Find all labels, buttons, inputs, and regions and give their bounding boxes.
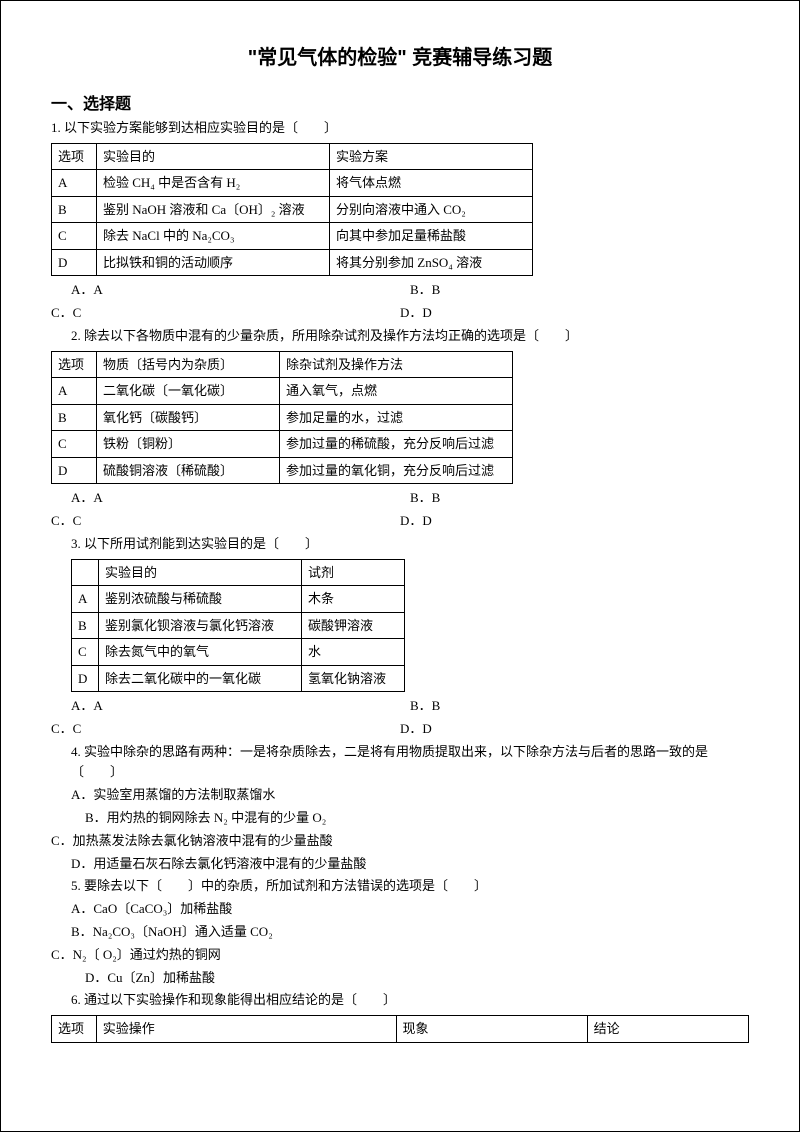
q6-table: 选项 实验操作 现象 结论 — [51, 1015, 749, 1043]
table-row: 实验目的试剂 — [72, 559, 405, 586]
page-title: "常见气体的检验" 竞赛辅导练习题 — [51, 41, 749, 70]
table-row: C铁粉〔铜粉〕参加过量的稀硫酸，充分反响后过滤 — [52, 431, 513, 458]
option-c: C．C — [51, 511, 400, 532]
q1-options-2: C．C D．D — [51, 303, 749, 324]
q3-options: A．A B．B — [51, 696, 749, 717]
option-a: A．A — [51, 280, 410, 301]
q5-stem: 5. 要除去以下〔 〕中的杂质，所加试剂和方法错误的选项是〔 〕 — [51, 876, 749, 897]
option-c: C．加热蒸发法除去氯化钠溶液中混有的少量盐酸 — [51, 831, 749, 852]
option-b: B．Na₂CO₃〔NaOH〕通入适量 CO₂ — [51, 922, 749, 943]
q1-table: 选项实验目的实验方案 A检验 CH₄ 中是否含有 H₂将气体点燃 B鉴别 NaO… — [51, 143, 533, 277]
option-b: B．用灼热的铜网除去 N₂ 中混有的少量 O₂ — [51, 808, 749, 829]
q3-stem: 3. 以下所用试剂能到达实验目的是〔 〕 — [51, 534, 749, 555]
q2-options: A．A B．B — [51, 488, 749, 509]
table-row: B鉴别氯化钡溶液与氯化钙溶液碳酸钾溶液 — [72, 612, 405, 639]
table-row: D除去二氧化碳中的一氧化碳氢氧化钠溶液 — [72, 665, 405, 692]
table-row: B鉴别 NaOH 溶液和 Ca〔OH〕₂ 溶液分别向溶液中通入 CO₂ — [52, 196, 533, 223]
q4-stem: 4. 实验中除杂的思路有两种：一是将杂质除去，二是将有用物质提取出来，以下除杂方… — [51, 742, 749, 784]
option-a: A．A — [51, 488, 410, 509]
option-c: C．N₂〔 O₂〕通过灼热的铜网 — [51, 945, 749, 966]
q1-options: A．A B．B — [51, 280, 749, 301]
table-row: 选项 实验操作 现象 结论 — [52, 1016, 749, 1043]
option-c: C．C — [51, 719, 400, 740]
table-row: A二氧化碳〔一氧化碳〕通入氧气，点燃 — [52, 378, 513, 405]
table-row: C除去 NaCl 中的 Na₂CO₃向其中参加足量稀盐酸 — [52, 223, 533, 250]
option-a: A．A — [51, 696, 410, 717]
table-row: 选项实验目的实验方案 — [52, 143, 533, 170]
q3-options-2: C．C D．D — [51, 719, 749, 740]
option-b: B．B — [410, 488, 749, 509]
option-d: D．用适量石灰石除去氯化钙溶液中混有的少量盐酸 — [51, 854, 749, 875]
th: 实验方案 — [330, 143, 533, 170]
option-a: A．实验室用蒸馏的方法制取蒸馏水 — [51, 785, 749, 806]
option-d: D．D — [400, 303, 749, 324]
table-row: B氧化钙〔碳酸钙〕参加足量的水，过滤 — [52, 404, 513, 431]
q1-stem: 1. 以下实验方案能够到达相应实验目的是〔 〕 — [51, 118, 749, 139]
q3-table: 实验目的试剂 A鉴别浓硫酸与稀硫酸木条 B鉴别氯化钡溶液与氯化钙溶液碳酸钾溶液 … — [71, 559, 405, 693]
th: 实验目的 — [97, 143, 330, 170]
table-row: A检验 CH₄ 中是否含有 H₂将气体点燃 — [52, 170, 533, 197]
table-row: C除去氮气中的氧气水 — [72, 639, 405, 666]
table-row: D比拟铁和铜的活动顺序将其分别参加 ZnSO₄ 溶液 — [52, 249, 533, 276]
q6-stem: 6. 通过以下实验操作和现象能得出相应结论的是〔 〕 — [51, 990, 749, 1011]
th: 选项 — [52, 143, 97, 170]
q2-options-2: C．C D．D — [51, 511, 749, 532]
table-row: 选项物质〔括号内为杂质〕除杂试剂及操作方法 — [52, 351, 513, 378]
option-b: B．B — [410, 696, 749, 717]
option-d: D．D — [400, 511, 749, 532]
q2-stem: 2. 除去以下各物质中混有的少量杂质，所用除杂试剂及操作方法均正确的选项是〔 〕 — [51, 326, 749, 347]
page: "常见气体的检验" 竞赛辅导练习题 一、选择题 1. 以下实验方案能够到达相应实… — [0, 0, 800, 1132]
table-row: D硫酸铜溶液〔稀硫酸〕参加过量的氧化铜，充分反响后过滤 — [52, 457, 513, 484]
option-b: B．B — [410, 280, 749, 301]
option-a: A．CaO〔CaCO₃〕加稀盐酸 — [51, 899, 749, 920]
option-c: C．C — [51, 303, 400, 324]
option-d: D．Cu〔Zn〕加稀盐酸 — [51, 968, 749, 989]
table-row: A鉴别浓硫酸与稀硫酸木条 — [72, 586, 405, 613]
section-heading-1: 一、选择题 — [51, 90, 749, 114]
q2-table: 选项物质〔括号内为杂质〕除杂试剂及操作方法 A二氧化碳〔一氧化碳〕通入氧气，点燃… — [51, 351, 513, 485]
option-d: D．D — [400, 719, 749, 740]
